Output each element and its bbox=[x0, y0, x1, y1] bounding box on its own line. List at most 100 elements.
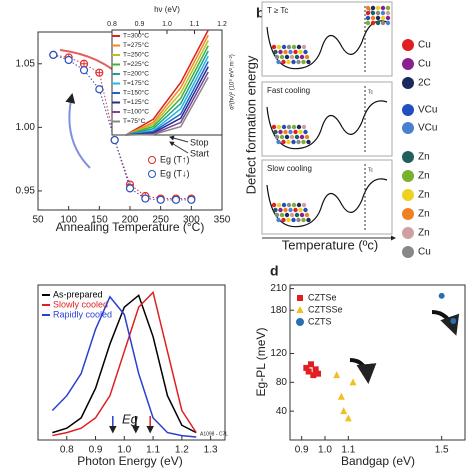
series-line bbox=[125, 29, 209, 136]
point bbox=[315, 370, 321, 377]
defect-dot bbox=[286, 139, 291, 145]
defect-dot bbox=[301, 202, 307, 208]
x-tick-label: 1.5 bbox=[435, 445, 449, 456]
defect-dot bbox=[276, 139, 281, 145]
legend-label: T=225°C bbox=[123, 60, 149, 68]
annotation: Eg bbox=[122, 411, 139, 426]
y-tick-label: 180 bbox=[270, 305, 287, 316]
tc-label: Tc bbox=[368, 167, 374, 173]
series-line bbox=[52, 290, 197, 437]
series-line bbox=[51, 295, 197, 438]
x-tick-label: 1.0 bbox=[162, 21, 172, 28]
trend-arrow bbox=[431, 310, 460, 336]
x-tick-label: 1.0 bbox=[117, 445, 131, 456]
schematic-box bbox=[261, 81, 393, 157]
defect-dot bbox=[370, 10, 376, 16]
point bbox=[438, 292, 445, 299]
legend-label: Zn bbox=[418, 209, 430, 220]
defect-dot bbox=[281, 59, 286, 65]
defect-dot bbox=[294, 212, 300, 218]
tc-label: Tc bbox=[368, 89, 374, 95]
point bbox=[312, 366, 319, 373]
defect-dot bbox=[299, 54, 305, 60]
annotation: A1098 - C7L bbox=[200, 431, 228, 437]
legend-marker bbox=[296, 306, 304, 313]
legend-label: T=275°C bbox=[123, 41, 149, 49]
defect-dot bbox=[278, 129, 283, 135]
defect-dot bbox=[276, 59, 281, 65]
legend-label: Zn bbox=[418, 190, 430, 201]
legend-dot bbox=[402, 246, 414, 258]
y-axis-label: Eg-PL (meV) bbox=[254, 328, 268, 397]
defect-dot bbox=[291, 124, 297, 130]
defect-dot bbox=[286, 59, 291, 65]
defect-dot bbox=[276, 202, 282, 208]
point bbox=[450, 318, 457, 325]
defect-dot bbox=[299, 134, 305, 140]
point bbox=[337, 392, 345, 400]
y-tick-label: 120 bbox=[270, 348, 287, 359]
defect-dot bbox=[303, 129, 308, 135]
x-tick-label: 0.9 bbox=[135, 21, 145, 28]
legend-label: Cu bbox=[418, 59, 431, 70]
legend-marker bbox=[148, 170, 156, 178]
legend-label: Cu bbox=[418, 40, 431, 51]
point bbox=[110, 135, 119, 145]
plot-frame bbox=[289, 284, 466, 441]
defect-dot bbox=[281, 139, 286, 145]
point bbox=[305, 368, 312, 375]
legend-dot bbox=[402, 189, 414, 201]
defect-dot bbox=[299, 212, 305, 218]
defect-dot bbox=[294, 54, 300, 60]
series-line bbox=[52, 294, 197, 434]
point bbox=[49, 50, 58, 59]
defect-dot bbox=[276, 44, 282, 50]
legend-label: T=250°C bbox=[123, 51, 149, 59]
legend-label: As-prepared bbox=[53, 289, 103, 299]
defect-dot bbox=[289, 212, 295, 218]
defect-dot bbox=[385, 10, 391, 16]
defect-dot bbox=[291, 217, 296, 223]
legend-label: Zn bbox=[418, 228, 430, 239]
defect-dot bbox=[301, 217, 306, 223]
legend-label: T=100°C bbox=[123, 108, 149, 116]
defect-dot bbox=[273, 49, 278, 55]
legend-label: Eg (T↓) bbox=[160, 168, 190, 178]
x-axis-label: Annealing Temperature (°C) bbox=[56, 220, 205, 234]
defect-dot bbox=[288, 207, 293, 213]
defect-dot bbox=[291, 59, 296, 65]
x-tick-label: 1.1 bbox=[341, 445, 355, 456]
defect-dot bbox=[304, 54, 310, 60]
defect-dot bbox=[380, 5, 386, 11]
legend-label: T=175°C bbox=[123, 79, 149, 87]
defect-dot bbox=[365, 20, 371, 26]
defect-dot bbox=[279, 54, 285, 60]
defect-dot bbox=[303, 49, 308, 55]
panel-caption: Fast cooling bbox=[267, 86, 310, 95]
defect-dot bbox=[279, 212, 285, 218]
x-tick-label: 50 bbox=[32, 215, 44, 226]
point bbox=[141, 194, 150, 203]
defect-dot bbox=[306, 139, 311, 145]
legend-dot bbox=[402, 170, 414, 182]
series-line bbox=[53, 54, 192, 201]
legend-label: Cu bbox=[418, 247, 431, 258]
energy-curve bbox=[266, 178, 388, 228]
y-tick-label: 0.95 bbox=[16, 186, 36, 197]
panel-caption: T ≥ Tc bbox=[267, 6, 288, 15]
legend-label: T=200°C bbox=[123, 70, 149, 78]
legend-dot bbox=[402, 58, 414, 70]
defect-dot bbox=[380, 20, 386, 26]
defect-dot bbox=[293, 49, 298, 55]
defect-dot bbox=[365, 15, 371, 21]
plot-frame bbox=[111, 29, 223, 136]
legend-label: Zn bbox=[418, 152, 430, 163]
defect-dot bbox=[293, 207, 298, 213]
defect-dot bbox=[375, 10, 381, 16]
axis-label: Defect formation energy bbox=[243, 55, 258, 194]
defect-dot bbox=[281, 44, 287, 50]
defect-dot bbox=[306, 59, 311, 65]
series-line bbox=[125, 76, 209, 136]
x-tick-label: 350 bbox=[214, 215, 231, 226]
